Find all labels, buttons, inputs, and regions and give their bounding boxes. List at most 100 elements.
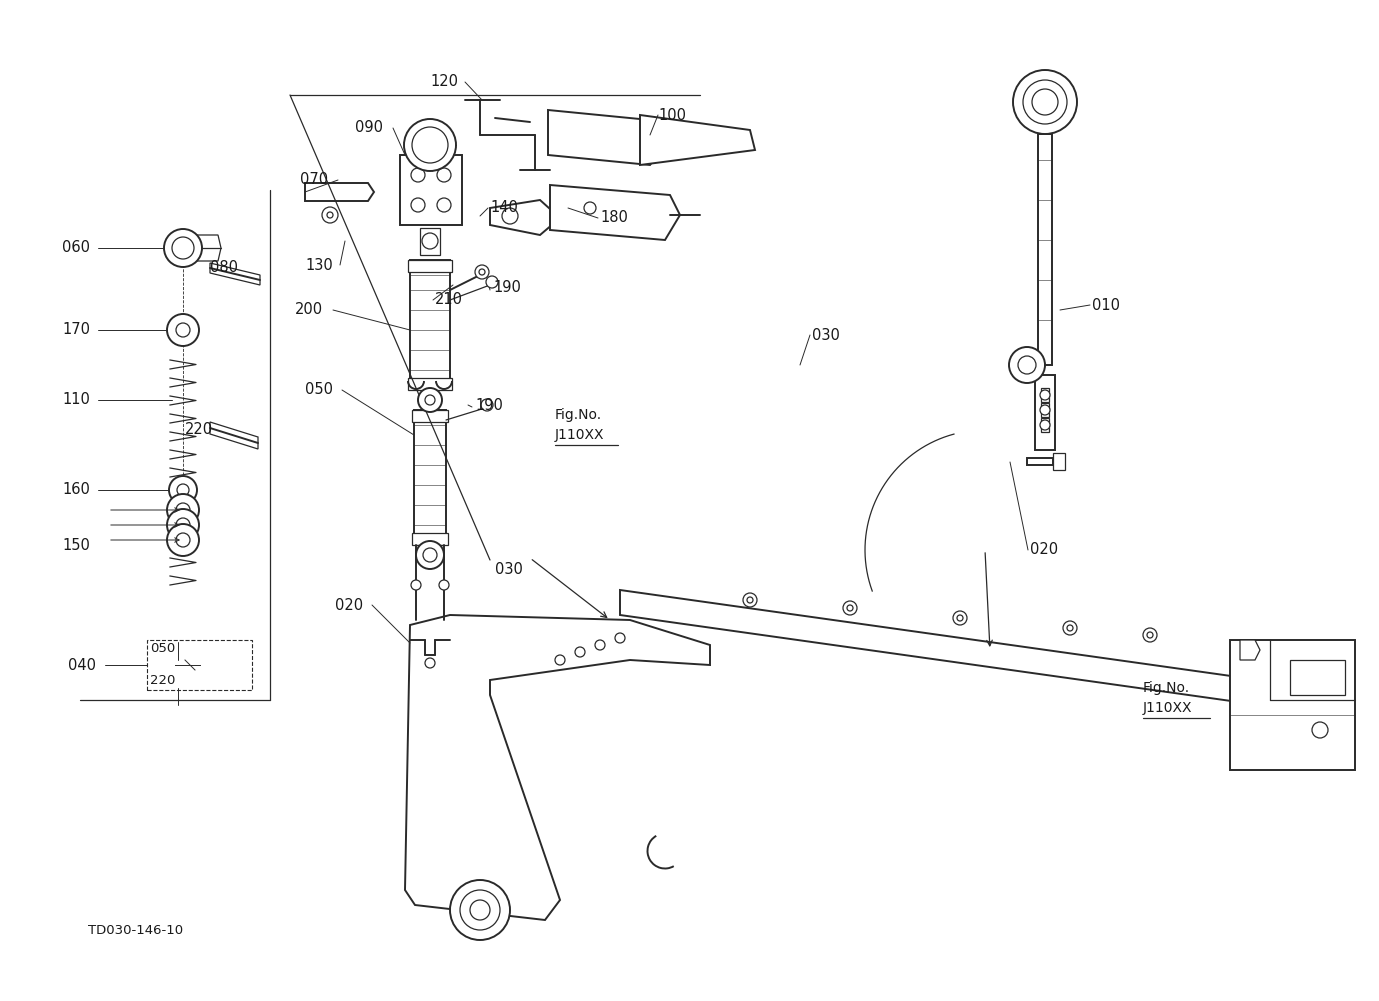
Text: 070: 070 xyxy=(301,172,328,187)
Polygon shape xyxy=(408,260,452,272)
Circle shape xyxy=(411,168,425,182)
Circle shape xyxy=(485,276,498,288)
Text: 080: 080 xyxy=(210,260,239,275)
Circle shape xyxy=(575,647,585,657)
Polygon shape xyxy=(400,155,462,225)
Circle shape xyxy=(177,484,189,496)
Bar xyxy=(1041,403,1049,417)
Circle shape xyxy=(167,509,199,541)
Circle shape xyxy=(423,548,437,562)
Circle shape xyxy=(957,615,963,621)
Polygon shape xyxy=(490,200,560,235)
Circle shape xyxy=(481,399,494,411)
Polygon shape xyxy=(305,183,374,201)
Text: J110XX: J110XX xyxy=(554,428,604,442)
Polygon shape xyxy=(412,533,448,545)
Polygon shape xyxy=(621,590,1295,710)
Polygon shape xyxy=(412,410,448,422)
Polygon shape xyxy=(408,378,452,390)
Text: 030: 030 xyxy=(812,327,840,342)
Circle shape xyxy=(583,202,596,214)
Circle shape xyxy=(323,207,338,223)
Text: 220: 220 xyxy=(150,675,175,688)
Text: 190: 190 xyxy=(494,280,521,295)
Circle shape xyxy=(425,395,434,405)
Circle shape xyxy=(177,518,190,532)
Text: 160: 160 xyxy=(62,482,90,497)
Text: 130: 130 xyxy=(305,257,332,272)
Text: 010: 010 xyxy=(1092,297,1120,312)
Text: 020: 020 xyxy=(1030,543,1058,558)
Circle shape xyxy=(474,265,490,279)
Polygon shape xyxy=(210,422,258,449)
Circle shape xyxy=(412,127,448,163)
Circle shape xyxy=(847,605,854,611)
Circle shape xyxy=(177,533,190,547)
Circle shape xyxy=(502,208,519,224)
Text: 060: 060 xyxy=(62,240,90,255)
Text: 190: 190 xyxy=(474,397,503,412)
Bar xyxy=(1041,418,1049,432)
Text: 040: 040 xyxy=(68,658,97,673)
Circle shape xyxy=(1031,89,1058,115)
Text: 020: 020 xyxy=(335,598,363,613)
Polygon shape xyxy=(640,115,754,165)
Circle shape xyxy=(327,212,332,218)
Text: 150: 150 xyxy=(62,538,90,553)
Circle shape xyxy=(1040,405,1049,415)
Circle shape xyxy=(1014,70,1077,134)
Polygon shape xyxy=(1230,640,1356,770)
Circle shape xyxy=(418,388,443,412)
Polygon shape xyxy=(410,260,450,390)
Polygon shape xyxy=(550,185,680,240)
Circle shape xyxy=(1040,390,1049,400)
Circle shape xyxy=(164,229,201,267)
Text: 110: 110 xyxy=(62,392,90,407)
Text: 100: 100 xyxy=(658,107,685,122)
Text: 140: 140 xyxy=(490,200,519,215)
Circle shape xyxy=(172,237,194,259)
Circle shape xyxy=(1023,80,1067,124)
Circle shape xyxy=(404,119,456,171)
Circle shape xyxy=(167,314,199,346)
Circle shape xyxy=(953,611,967,625)
Circle shape xyxy=(416,541,444,569)
Circle shape xyxy=(747,597,753,603)
Polygon shape xyxy=(421,228,440,255)
Circle shape xyxy=(461,890,501,930)
Text: 200: 200 xyxy=(295,302,323,317)
Circle shape xyxy=(439,580,450,590)
Bar xyxy=(1289,660,1345,695)
Text: 220: 220 xyxy=(185,422,214,437)
Circle shape xyxy=(177,323,190,337)
Text: TD030-146-10: TD030-146-10 xyxy=(88,924,183,937)
Bar xyxy=(1041,388,1049,402)
Polygon shape xyxy=(405,615,710,920)
Circle shape xyxy=(177,503,190,517)
Polygon shape xyxy=(1054,453,1065,470)
Circle shape xyxy=(1147,632,1153,638)
Circle shape xyxy=(411,198,425,212)
Polygon shape xyxy=(1038,134,1052,365)
Circle shape xyxy=(1311,722,1328,738)
Polygon shape xyxy=(1027,458,1054,465)
Polygon shape xyxy=(1240,640,1260,660)
Circle shape xyxy=(843,601,856,615)
Text: 050: 050 xyxy=(150,642,175,655)
Circle shape xyxy=(554,655,565,665)
Circle shape xyxy=(1067,625,1073,631)
Circle shape xyxy=(1040,420,1049,430)
Circle shape xyxy=(743,593,757,607)
Polygon shape xyxy=(414,410,445,545)
Bar xyxy=(148,640,252,690)
Text: 120: 120 xyxy=(430,74,458,89)
Polygon shape xyxy=(1036,375,1055,450)
Text: 090: 090 xyxy=(354,120,383,135)
Circle shape xyxy=(1143,628,1157,642)
Text: 030: 030 xyxy=(495,563,523,578)
Circle shape xyxy=(1063,621,1077,635)
Circle shape xyxy=(615,633,625,643)
Polygon shape xyxy=(547,110,665,165)
Text: J110XX: J110XX xyxy=(1143,701,1193,715)
Text: 210: 210 xyxy=(434,292,463,307)
